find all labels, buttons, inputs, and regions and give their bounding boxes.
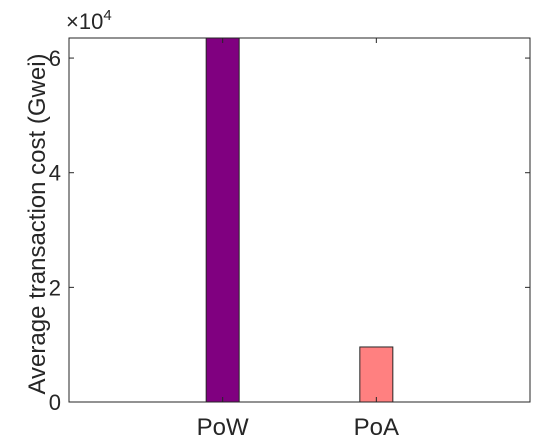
y-exponent: ×104 — [66, 7, 112, 34]
plot-area: PoW PoA 0 2 4 6 — [49, 37, 531, 441]
x-tick-label-pow: PoW — [197, 414, 249, 441]
bar-poa — [359, 346, 394, 403]
y-exponent-base: ×10 — [66, 9, 103, 34]
y-tick-label-6: 6 — [49, 46, 61, 71]
y-axis-title: Average transaction cost (Gwei) — [24, 53, 51, 394]
svg-text:×104: ×104 — [66, 7, 112, 34]
plot-frame — [68, 37, 531, 403]
x-tick-label-poa: PoA — [354, 414, 399, 441]
bar-pow — [205, 37, 240, 403]
y-tick-label-2: 2 — [49, 275, 61, 300]
y-tick-label-4: 4 — [49, 161, 61, 186]
y-tick-label-0: 0 — [49, 390, 61, 415]
y-exponent-power: 4 — [103, 7, 111, 24]
y-axis-title-group: Average transaction cost (Gwei) — [24, 53, 51, 394]
